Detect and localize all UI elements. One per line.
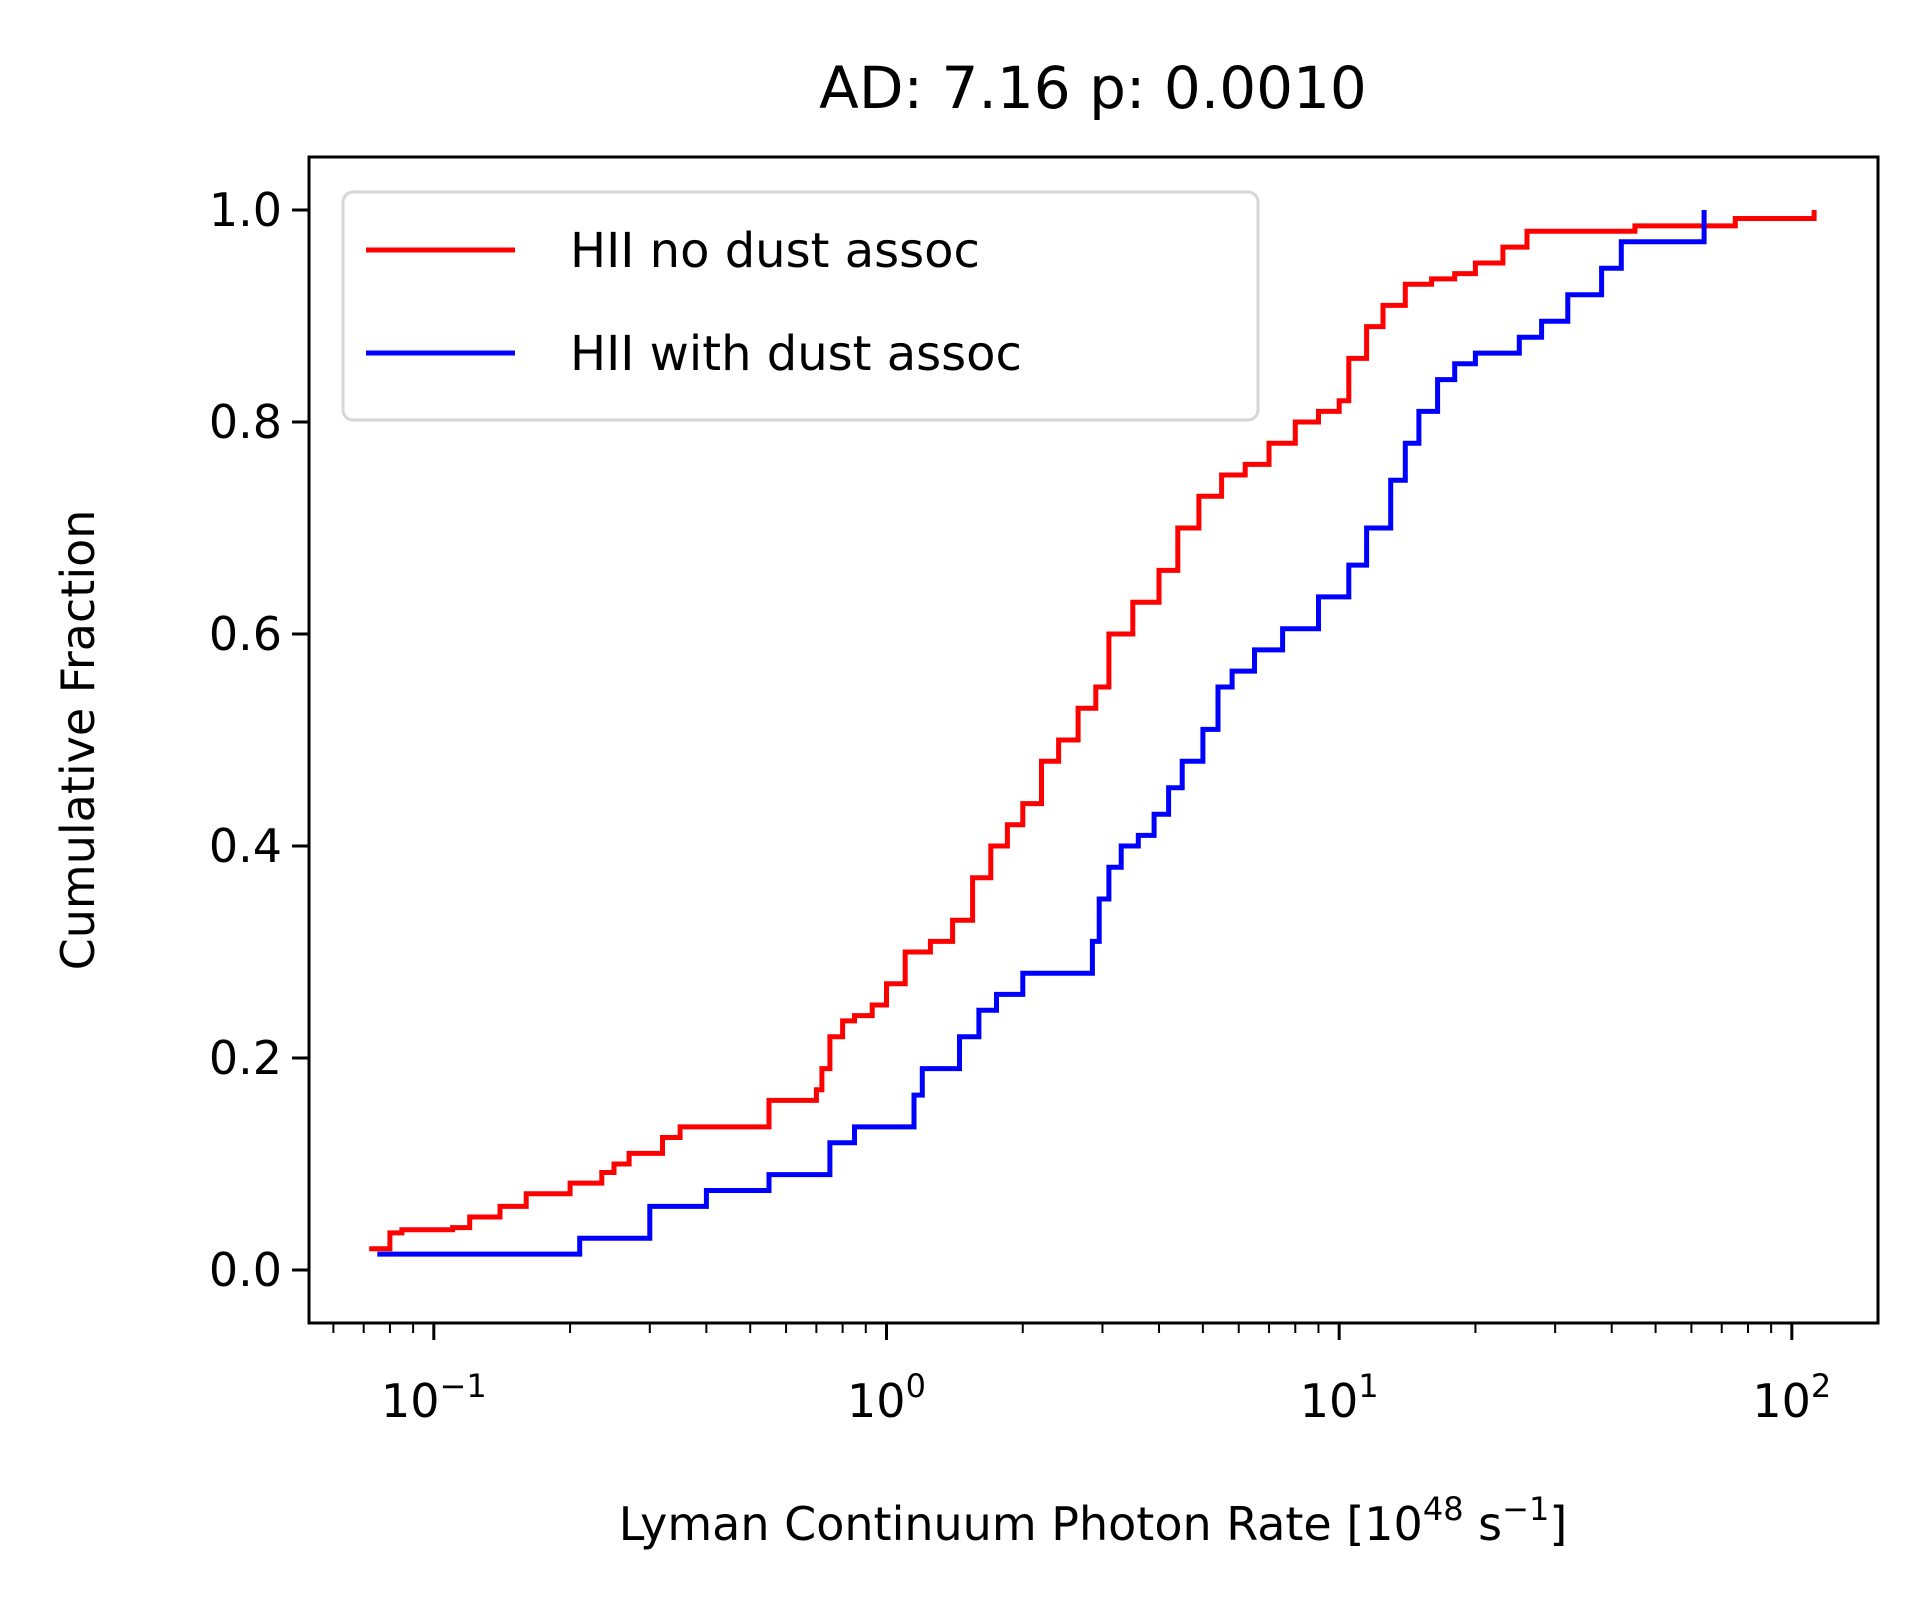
y-tick-label: 0.0 <box>209 1243 282 1297</box>
x-tick-label: 102 <box>1752 1367 1831 1428</box>
x-tick-label: 100 <box>847 1367 926 1428</box>
y-tick-label: 1.0 <box>209 183 282 237</box>
y-tick-label: 0.8 <box>209 395 282 449</box>
x-axis-label: Lyman Continuum Photon Rate [1048 s−1] <box>619 1490 1568 1551</box>
legend: HII no dust assoc HII with dust assoc <box>341 190 1260 422</box>
series-line-1 <box>377 210 1707 1257</box>
series-layer <box>369 210 1817 1257</box>
y-tick-label: 0.6 <box>209 607 282 661</box>
legend-label-hii-no-dust: HII no dust assoc <box>570 223 980 279</box>
ticks-layer: 0.0 0.2 0.4 0.6 0.8 1.0 10−1 100 101 102 <box>209 183 1831 1428</box>
y-axis-label: Cumulative Fraction <box>51 510 105 971</box>
y-tick-label: 0.4 <box>209 819 282 873</box>
plot-frame <box>307 155 1880 1325</box>
x-tick-label: 10−1 <box>381 1367 487 1428</box>
series-line-0 <box>369 210 1817 1252</box>
x-tick-label: 101 <box>1300 1367 1379 1428</box>
chart-title: AD: 7.16 p: 0.0010 <box>819 54 1367 122</box>
y-tick-label: 0.2 <box>209 1031 282 1085</box>
legend-box <box>341 190 1260 422</box>
legend-label-hii-with-dust: HII with dust assoc <box>570 326 1022 382</box>
